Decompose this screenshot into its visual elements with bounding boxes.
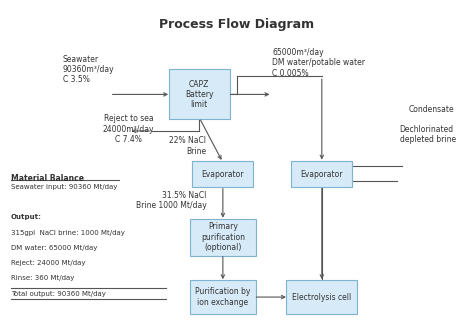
FancyBboxPatch shape [286, 280, 357, 314]
Text: Reject: 24000 Mt/day: Reject: 24000 Mt/day [11, 260, 85, 266]
Text: Material Balance: Material Balance [11, 174, 84, 183]
Text: 22% NaCl
Brine: 22% NaCl Brine [169, 136, 206, 155]
Text: Purification by
ion exchange: Purification by ion exchange [195, 287, 251, 307]
Text: Evaporator: Evaporator [201, 170, 244, 179]
Text: Seawater input: 90360 Mt/day: Seawater input: 90360 Mt/day [11, 184, 117, 190]
Text: 65000m³/day
DM water/potable water
C 0.005%: 65000m³/day DM water/potable water C 0.0… [273, 48, 365, 78]
Text: DM water: 65000 Mt/day: DM water: 65000 Mt/day [11, 245, 97, 251]
Text: Condensate: Condensate [409, 105, 455, 114]
Text: Rinse: 360 Mt/day: Rinse: 360 Mt/day [11, 275, 74, 281]
Text: Reject to sea
24000m³/day
C 7.4%: Reject to sea 24000m³/day C 7.4% [103, 114, 155, 144]
Text: Electrolysis cell: Electrolysis cell [292, 292, 351, 302]
FancyBboxPatch shape [192, 161, 254, 188]
FancyBboxPatch shape [190, 280, 256, 314]
Text: Seawater
90360m³/day
C 3.5%: Seawater 90360m³/day C 3.5% [63, 55, 114, 84]
Text: Dechlorinated
depleted brine: Dechlorinated depleted brine [400, 125, 456, 144]
Text: Output:: Output: [11, 214, 42, 220]
Text: CAPZ
Battery
limit: CAPZ Battery limit [185, 79, 214, 109]
Text: 315gpl  NaCl brine: 1000 Mt/day: 315gpl NaCl brine: 1000 Mt/day [11, 229, 125, 236]
Text: 31.5% NaCl
Brine 1000 Mt/day: 31.5% NaCl Brine 1000 Mt/day [136, 191, 206, 210]
FancyBboxPatch shape [190, 219, 256, 256]
Text: Total output: 90360 Mt/day: Total output: 90360 Mt/day [11, 291, 106, 297]
Text: Primary
purification
(optional): Primary purification (optional) [201, 222, 245, 252]
FancyBboxPatch shape [169, 69, 230, 119]
Text: Process Flow Diagram: Process Flow Diagram [159, 18, 315, 31]
Text: Evaporator: Evaporator [301, 170, 343, 179]
FancyBboxPatch shape [291, 161, 353, 188]
